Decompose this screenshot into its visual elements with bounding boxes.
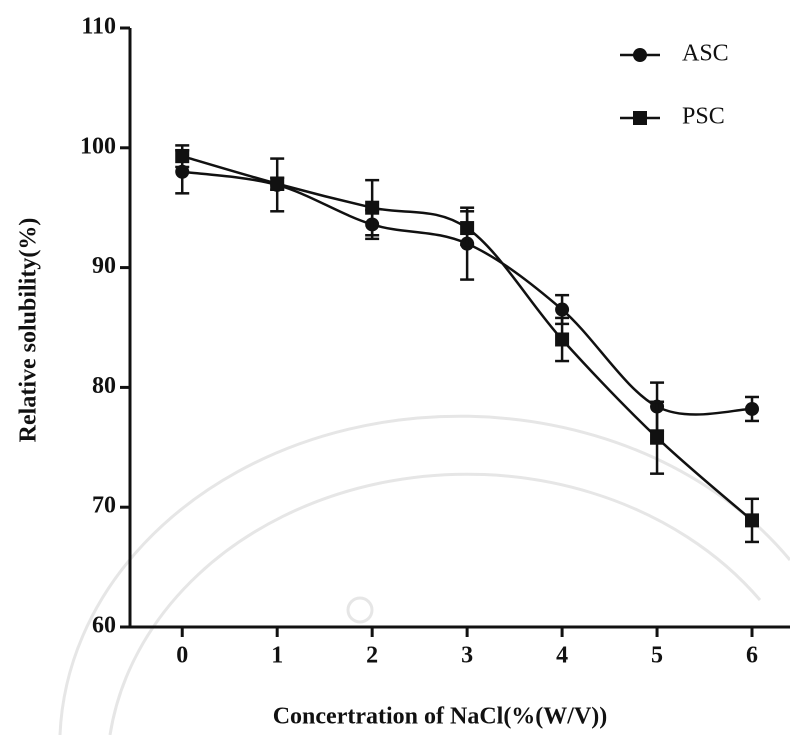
legend-marker [633, 48, 647, 62]
y-tick-label: 90 [92, 253, 116, 279]
y-tick-label: 60 [92, 613, 116, 639]
marker [555, 332, 570, 347]
watermark-arc [58, 414, 790, 735]
marker [175, 149, 190, 164]
marker [745, 401, 760, 416]
y-tick-label: 70 [92, 493, 116, 519]
x-tick-label: 0 [176, 643, 188, 669]
marker [650, 430, 665, 445]
x-tick-label: 2 [366, 643, 378, 669]
legend-label: PSC [682, 104, 725, 130]
x-tick-label: 3 [461, 643, 473, 669]
x-axis-title: Concertration of NaCl(%(W/V)) [273, 704, 608, 730]
y-axis-title: Relative solubility(%) [16, 218, 42, 443]
x-tick-label: 6 [746, 643, 758, 669]
y-tick-label: 80 [92, 373, 116, 399]
watermark-arc [108, 472, 762, 735]
watermark-circle [346, 596, 374, 624]
watermark [58, 414, 790, 735]
x-tick-label: 1 [271, 643, 283, 669]
x-tick-label: 4 [556, 643, 568, 669]
marker [270, 176, 285, 191]
marker [365, 200, 380, 215]
x-tick-label: 5 [651, 643, 663, 669]
legend-marker [633, 111, 647, 125]
y-tick-label: 100 [80, 133, 116, 159]
marker [745, 513, 760, 528]
legend-label: ASC [682, 41, 729, 67]
marker [460, 221, 475, 236]
y-tick-label: 110 [81, 14, 116, 40]
marker [175, 164, 190, 179]
marker [555, 302, 570, 317]
